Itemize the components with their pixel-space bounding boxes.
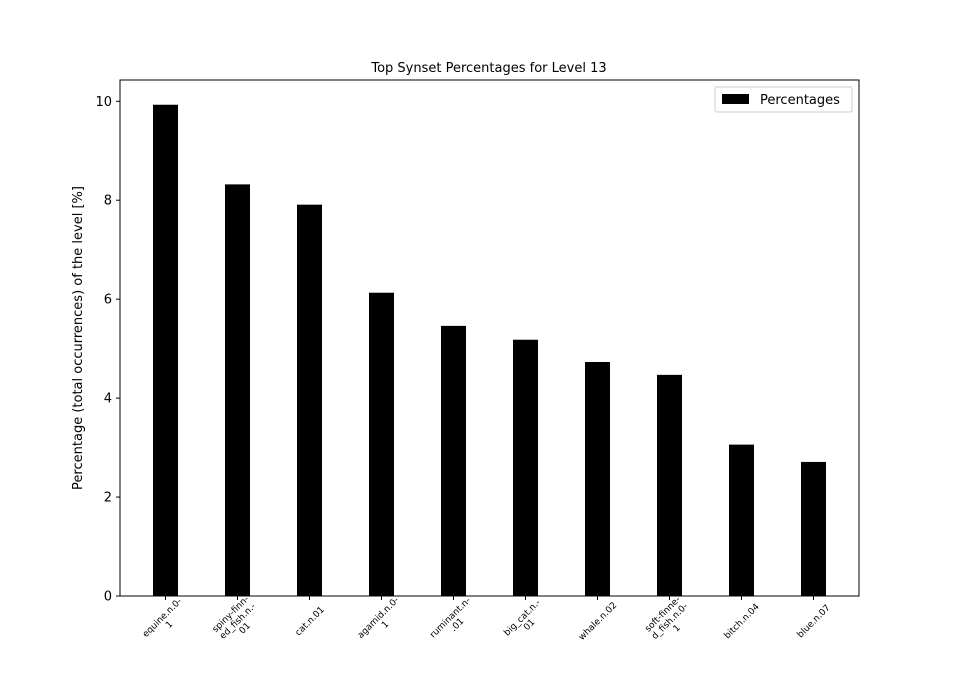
x-tick-label-text: whale.n.02 (577, 601, 619, 643)
bar (801, 461, 826, 596)
bar (657, 374, 682, 596)
legend-label: Percentages (760, 93, 840, 108)
x-tick-label-text: agamid.n.0-1 (356, 595, 408, 647)
y-tick-label: 0 (104, 590, 112, 605)
y-axis-ticks: 0 2 4 6 8 10 (95, 95, 120, 605)
legend-swatch (722, 94, 749, 104)
bar (729, 444, 754, 596)
x-tick-label-line: equine.n.0- (141, 597, 184, 640)
x-tick-label-text: soft-finne-d_fish.n.0-1 (643, 595, 697, 649)
x-tick-label: soft-finne-d_fish.n.0-1 (643, 595, 697, 649)
plot-frame (119, 79, 860, 597)
x-tick-label-line: big_cat.n.- (502, 598, 542, 638)
bars-group (153, 104, 826, 597)
x-tick-label: whale.n.02 (577, 601, 619, 643)
x-tick-label: cat.n.01 (294, 605, 327, 638)
x-tick-label: bitch.n.04 (723, 602, 762, 641)
bar (369, 292, 394, 596)
legend: Percentages (714, 86, 853, 113)
bar (585, 361, 610, 596)
x-tick-label: blue.n.07 (796, 603, 833, 640)
bar (153, 104, 178, 597)
x-tick-label-line: cat.n.01 (294, 605, 327, 638)
bar (297, 204, 322, 596)
chart-title: Top Synset Percentages for Level 13 (370, 61, 606, 76)
x-tick-label: agamid.n.0-1 (356, 595, 408, 647)
x-tick-label-text: cat.n.01 (294, 605, 327, 638)
legend-box (714, 86, 853, 113)
x-tick-label-text: blue.n.07 (796, 603, 833, 640)
x-tick-label-line: 1 (164, 620, 175, 631)
y-tick-label: 10 (95, 95, 112, 110)
x-tick-label-line: ruminant.n- (428, 596, 473, 641)
x-tick-label-text: big_cat.n.-01 (502, 598, 549, 645)
x-tick-label-line: 1 (380, 620, 391, 631)
bar (225, 184, 250, 597)
x-tick-label-line: agamid.n.0- (356, 595, 401, 640)
x-tick-label-line: blue.n.07 (796, 603, 833, 640)
y-tick-label: 6 (104, 293, 112, 308)
bar (513, 339, 538, 596)
x-tick-label: equine.n.0-1 (141, 597, 191, 647)
y-tick-label: 8 (104, 194, 112, 209)
y-axis-label: Percentage (total occurrences) of the le… (71, 186, 86, 490)
x-tick-label-text: bitch.n.04 (723, 602, 762, 641)
x-tick-label: spiny-finn-ed_fish.n.-01 (211, 594, 266, 649)
x-tick-label-text: equine.n.0-1 (141, 597, 191, 647)
x-tick-label-line: whale.n.02 (577, 601, 619, 643)
x-axis-ticks: equine.n.0-1 spiny-finn-ed_fish.n.-01 cat.… (141, 594, 833, 649)
x-tick-label: big_cat.n.-01 (502, 598, 549, 645)
x-tick-label-line: bitch.n.04 (723, 602, 762, 641)
bar (441, 325, 466, 596)
x-tick-label-line: 1 (672, 623, 683, 634)
x-tick-label: ruminant.n-.01 (428, 596, 480, 648)
x-tick-label-text: ruminant.n-.01 (428, 596, 480, 648)
x-tick-label-text: spiny-finn-ed_fish.n.-01 (211, 594, 266, 649)
y-tick-label: 2 (104, 491, 112, 506)
y-tick-label: 4 (104, 392, 112, 407)
